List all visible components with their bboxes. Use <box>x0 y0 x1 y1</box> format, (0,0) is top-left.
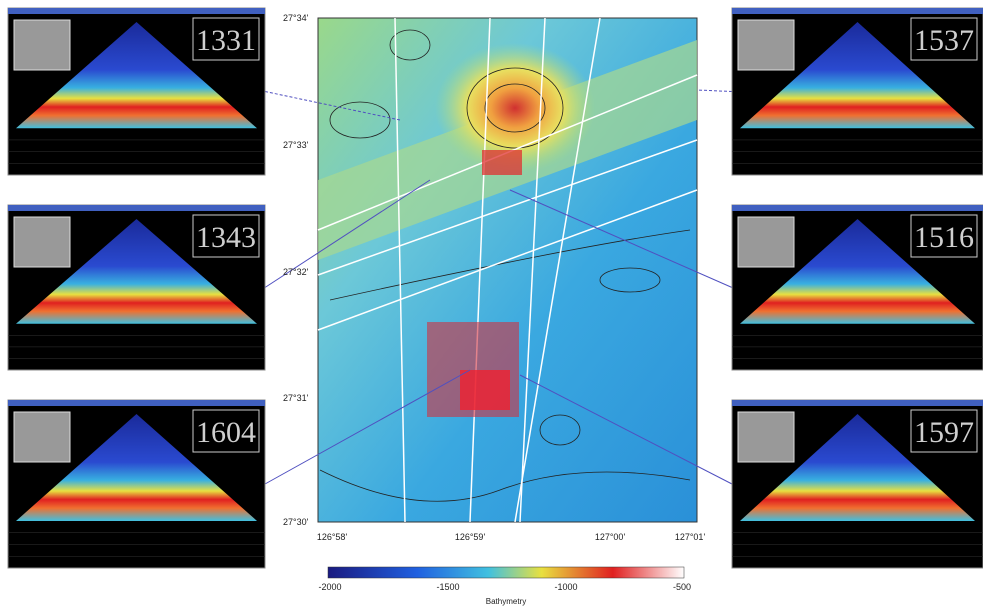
lat-label: 27°33' <box>283 140 309 150</box>
title-bar <box>8 205 265 211</box>
panel-label: 1331 <box>196 24 256 57</box>
lon-label: 127°00' <box>595 532 626 542</box>
survey-area <box>460 370 510 410</box>
panel-label: 1343 <box>196 221 256 254</box>
panel-label: 1604 <box>196 416 256 449</box>
thumbnail <box>738 20 794 70</box>
lon-label: 126°59' <box>455 532 486 542</box>
title-bar <box>732 8 983 14</box>
lon-label: 127°01' <box>675 532 706 542</box>
panel-label: 1516 <box>914 221 974 254</box>
thumbnail <box>14 217 70 267</box>
colorbar-tick: -2000 <box>318 582 341 592</box>
lon-label: 126°58' <box>317 532 348 542</box>
title-bar <box>732 205 983 211</box>
thumbnail <box>738 217 794 267</box>
map <box>318 18 697 522</box>
title-bar <box>8 8 265 14</box>
survey-area <box>482 150 522 175</box>
colorbar-title: Bathymetry <box>486 597 526 606</box>
colorbar-scale <box>328 567 684 578</box>
colorbar-tick: -1500 <box>436 582 459 592</box>
panel-label: 1537 <box>914 24 974 57</box>
thumbnail <box>14 20 70 70</box>
latitude-labels: 27°34' 27°33' 27°32' 27°31' 27°30' <box>283 13 309 527</box>
colorbar: -2000 -1500 -1000 -500 Bathymetry <box>318 567 691 606</box>
colorbar-tick: -1000 <box>554 582 577 592</box>
longitude-labels: 126°58' 126°59' 127°00' 127°01' <box>317 532 706 542</box>
panel-label: 1597 <box>914 416 974 449</box>
lat-label: 27°31' <box>283 393 309 403</box>
thumbnail <box>738 412 794 462</box>
figure: 1331 1537 1343 1516 1604 1597 27°34' 27°33' 2… <box>0 0 983 609</box>
title-bar <box>8 400 265 406</box>
colorbar-tick: -500 <box>673 582 691 592</box>
connector <box>697 90 732 92</box>
title-bar <box>732 400 983 406</box>
lat-label: 27°30' <box>283 517 309 527</box>
lat-label: 27°34' <box>283 13 309 23</box>
thumbnail <box>14 412 70 462</box>
lat-label: 27°32' <box>283 267 309 277</box>
